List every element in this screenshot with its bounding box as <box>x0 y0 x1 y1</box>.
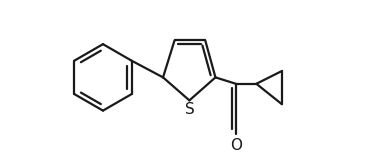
Text: S: S <box>185 102 194 117</box>
Text: O: O <box>230 138 242 153</box>
